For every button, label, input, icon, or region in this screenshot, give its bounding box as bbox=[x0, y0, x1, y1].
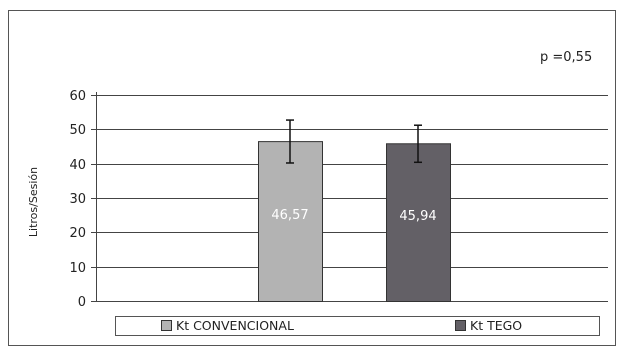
y-tick-label-50: 50 bbox=[69, 123, 86, 138]
y-tick-label-40: 40 bbox=[69, 158, 86, 173]
legend-swatch-1 bbox=[455, 320, 466, 331]
legend-box bbox=[115, 316, 600, 336]
y-tick-label-20: 20 bbox=[69, 226, 86, 241]
legend: Kt CONVENCIONAL Kt TEGO bbox=[115, 316, 600, 336]
p-value-annotation: p =0,55 bbox=[540, 50, 592, 65]
y-tick-labels: 0 10 20 30 40 50 60 bbox=[69, 89, 86, 310]
y-axis-label: Litros/Sesión bbox=[27, 167, 40, 237]
legend-swatch-0 bbox=[161, 320, 172, 331]
y-tick-label-60: 60 bbox=[69, 89, 86, 104]
y-tick-label-0: 0 bbox=[78, 295, 86, 310]
legend-label-1: Kt TEGO bbox=[470, 318, 522, 333]
y-tick-label-30: 30 bbox=[69, 192, 86, 207]
bar-value-labels: 46,57 45,94 bbox=[271, 208, 436, 224]
legend-label-0: Kt CONVENCIONAL bbox=[176, 318, 294, 333]
bar-value-label-0: 46,57 bbox=[271, 208, 308, 223]
grid-lines bbox=[96, 95, 608, 268]
error-bars bbox=[286, 119, 422, 164]
y-tick-label-10: 10 bbox=[69, 261, 86, 276]
axes bbox=[91, 92, 608, 302]
bar-value-label-1: 45,94 bbox=[399, 209, 436, 224]
